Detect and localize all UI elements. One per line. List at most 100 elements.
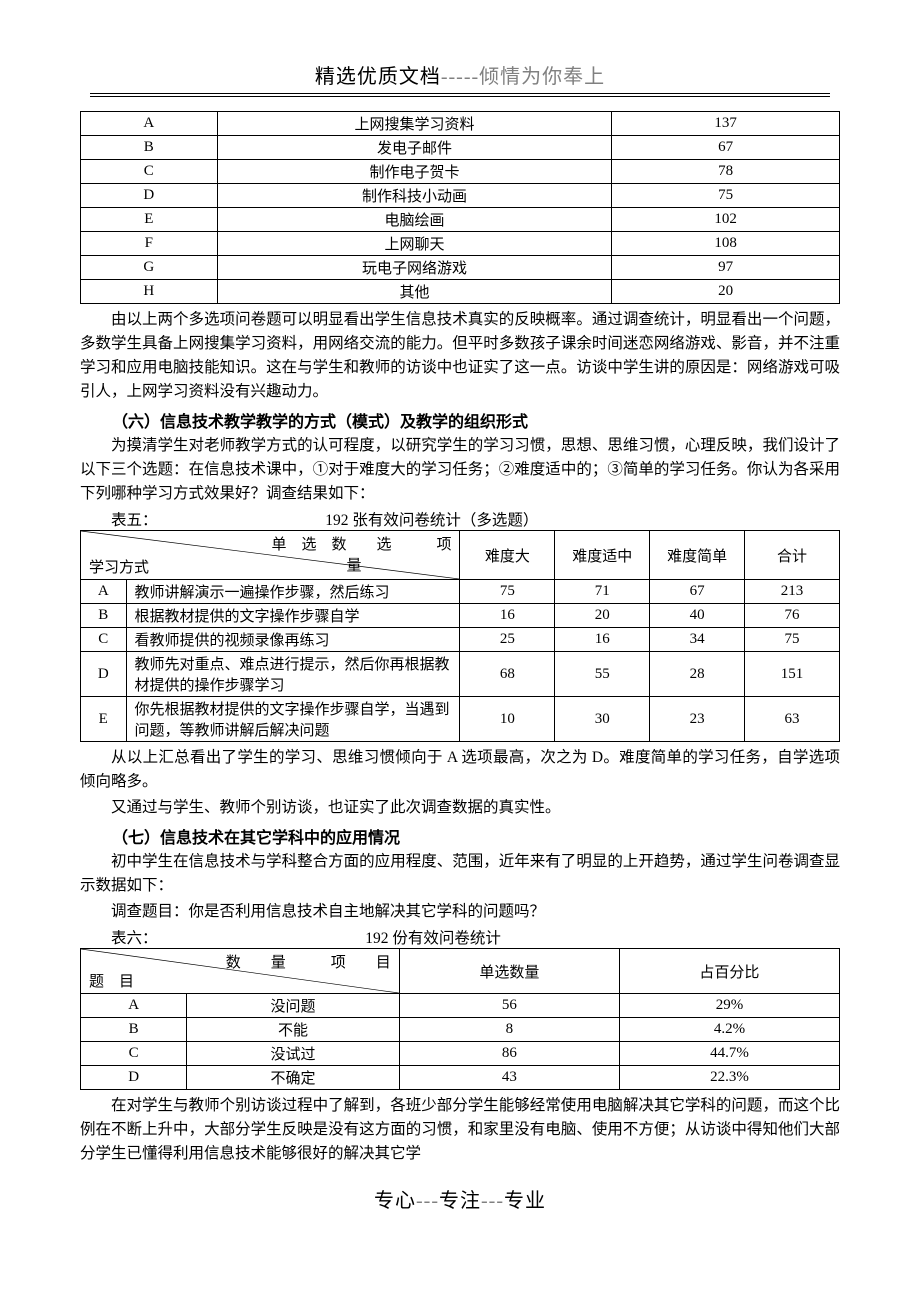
table6-other-subjects: 数 量 项 目 题 目 单选数量 占百分比 A没问题5629%B不能84.2%C… bbox=[80, 948, 840, 1090]
table-row: A没问题5629% bbox=[81, 994, 840, 1018]
table-row: D教师先对重点、难点进行提示，然后你再根据教材提供的操作步骤学习68552815… bbox=[81, 652, 840, 697]
table5-caption-left: 表五： bbox=[111, 512, 158, 529]
page-footer: 专心---专注---专业 bbox=[80, 1184, 840, 1213]
cell-code: E bbox=[81, 697, 127, 742]
survey-question-7: 调查题目：你是否利用信息技术自主地解决其它学科的问题吗？ bbox=[80, 900, 840, 924]
cell-code: F bbox=[81, 232, 218, 256]
table5-caption: 表五： 192 张有效问卷统计（多选题） bbox=[80, 508, 840, 530]
cell-easy: 28 bbox=[650, 652, 745, 697]
cell-code: H bbox=[81, 280, 218, 304]
cell-code: C bbox=[81, 1042, 187, 1066]
cell-code: B bbox=[81, 604, 127, 628]
cell-code: D bbox=[81, 652, 127, 697]
cell-code: A bbox=[81, 580, 127, 604]
table-row: G玩电子网络游戏97 bbox=[81, 256, 840, 280]
table6-caption-right: 192 份有效问卷统计 bbox=[365, 930, 501, 947]
cell-total: 151 bbox=[745, 652, 840, 697]
table-row: C制作电子贺卡78 bbox=[81, 160, 840, 184]
table-row: B发电子邮件67 bbox=[81, 136, 840, 160]
cell-method: 根据教材提供的文字操作步骤自学 bbox=[126, 604, 460, 628]
footer-dash1: --- bbox=[416, 1190, 439, 1212]
cell-item: 没试过 bbox=[187, 1042, 400, 1066]
cell-medium: 20 bbox=[555, 604, 650, 628]
cell-code: A bbox=[81, 994, 187, 1018]
table-row: B根据教材提供的文字操作步骤自学16204076 bbox=[81, 604, 840, 628]
table-row: H其他20 bbox=[81, 280, 840, 304]
cell-count: 75 bbox=[612, 184, 840, 208]
header-right: 倾情为你奉上 bbox=[479, 66, 605, 88]
cell-medium: 55 bbox=[555, 652, 650, 697]
cell-total: 76 bbox=[745, 604, 840, 628]
cell-item: 没问题 bbox=[187, 994, 400, 1018]
cell-method: 看教师提供的视频录像再练习 bbox=[126, 628, 460, 652]
cell-pct: 4.2% bbox=[619, 1018, 839, 1042]
cell-item: 不确定 bbox=[187, 1066, 400, 1090]
cell-method: 教师先对重点、难点进行提示，然后你再根据教材提供的操作步骤学习 bbox=[126, 652, 460, 697]
cell-code: A bbox=[81, 112, 218, 136]
table-row: B不能84.2% bbox=[81, 1018, 840, 1042]
table5-h-hard: 难度大 bbox=[460, 531, 555, 580]
cell-code: D bbox=[81, 184, 218, 208]
section-6-title: （六）信息技术教学教学的方式（模式）及教学的组织形式 bbox=[80, 408, 840, 432]
cell-easy: 40 bbox=[650, 604, 745, 628]
cell-easy: 67 bbox=[650, 580, 745, 604]
paragraph-intro-6: 为摸清学生对老师教学方式的认可程度，以研究学生的学习习惯，思想、思维习惯，心理反… bbox=[80, 434, 840, 506]
cell-pct: 29% bbox=[619, 994, 839, 1018]
cell-pct: 44.7% bbox=[619, 1042, 839, 1066]
cell-code: C bbox=[81, 628, 127, 652]
cell-count: 43 bbox=[399, 1066, 619, 1090]
cell-code: C bbox=[81, 160, 218, 184]
page-header: 精选优质文档-----倾情为你奉上 bbox=[80, 60, 840, 89]
table5-h-total: 合计 bbox=[745, 531, 840, 580]
paragraph-analysis-7: 在对学生与教师个别访谈过程中了解到，各班少部分学生能够经常使用电脑解决其它学科的… bbox=[80, 1094, 840, 1166]
cell-hard: 25 bbox=[460, 628, 555, 652]
paragraph-intro-7: 初中学生在信息技术与学科整合方面的应用程度、范围，近年来有了明显的上开趋势，通过… bbox=[80, 850, 840, 898]
table6-caption-left: 表六： bbox=[111, 930, 158, 947]
paragraph-analysis-5b: 又通过与学生、教师个别访谈，也证实了此次调查数据的真实性。 bbox=[80, 796, 840, 820]
cell-count: 97 bbox=[612, 256, 840, 280]
cell-medium: 71 bbox=[555, 580, 650, 604]
table6-diag-bottom: 题 目 bbox=[89, 970, 134, 991]
cell-item: 制作科技小动画 bbox=[217, 184, 612, 208]
table-row: E电脑绘画102 bbox=[81, 208, 840, 232]
cell-medium: 16 bbox=[555, 628, 650, 652]
cell-medium: 30 bbox=[555, 697, 650, 742]
table5-diag-bottom: 学习方式 bbox=[89, 556, 149, 577]
cell-count: 78 bbox=[612, 160, 840, 184]
table-row: E你先根据教材提供的文字操作步骤自学，当遇到问题，等教师讲解后解决问题10302… bbox=[81, 697, 840, 742]
cell-total: 213 bbox=[745, 580, 840, 604]
cell-method: 你先根据教材提供的文字操作步骤自学，当遇到问题，等教师讲解后解决问题 bbox=[126, 697, 460, 742]
table6-diag-top: 数 量 项 目 bbox=[226, 951, 391, 972]
cell-item: 制作电子贺卡 bbox=[217, 160, 612, 184]
header-left: 精选优质文档 bbox=[315, 66, 441, 88]
table6-caption: 表六： 192 份有效问卷统计 bbox=[80, 926, 840, 948]
paragraph-analysis-5a: 从以上汇总看出了学生的学习、思维习惯倾向于 A 选项最高，次之为 D。难度简单的… bbox=[80, 746, 840, 794]
cell-count: 20 bbox=[612, 280, 840, 304]
table-row: C看教师提供的视频录像再练习25163475 bbox=[81, 628, 840, 652]
cell-code: D bbox=[81, 1066, 187, 1090]
cell-easy: 23 bbox=[650, 697, 745, 742]
table-row: A上网搜集学习资料137 bbox=[81, 112, 840, 136]
cell-total: 75 bbox=[745, 628, 840, 652]
table-row: A教师讲解演示一遍操作步骤，然后练习757167213 bbox=[81, 580, 840, 604]
header-dashes: ----- bbox=[441, 66, 479, 88]
cell-hard: 75 bbox=[460, 580, 555, 604]
table-row: C没试过8644.7% bbox=[81, 1042, 840, 1066]
cell-code: G bbox=[81, 256, 218, 280]
table-row: F上网聊天108 bbox=[81, 232, 840, 256]
footer-right: 专业 bbox=[504, 1190, 546, 1212]
cell-code: B bbox=[81, 136, 218, 160]
footer-left: 专心 bbox=[374, 1190, 416, 1212]
cell-total: 63 bbox=[745, 697, 840, 742]
cell-item: 上网聊天 bbox=[217, 232, 612, 256]
cell-count: 86 bbox=[399, 1042, 619, 1066]
cell-count: 102 bbox=[612, 208, 840, 232]
cell-count: 56 bbox=[399, 994, 619, 1018]
paragraph-analysis-1: 由以上两个多选项问卷题可以明显看出学生信息技术真实的反映概率。通过调查统计，明显… bbox=[80, 308, 840, 404]
table5-diag-top: 单 选 数 选 项 量 bbox=[271, 533, 451, 575]
footer-mid: 专注 bbox=[439, 1190, 481, 1212]
cell-pct: 22.3% bbox=[619, 1066, 839, 1090]
cell-hard: 16 bbox=[460, 604, 555, 628]
cell-easy: 34 bbox=[650, 628, 745, 652]
cell-count: 67 bbox=[612, 136, 840, 160]
